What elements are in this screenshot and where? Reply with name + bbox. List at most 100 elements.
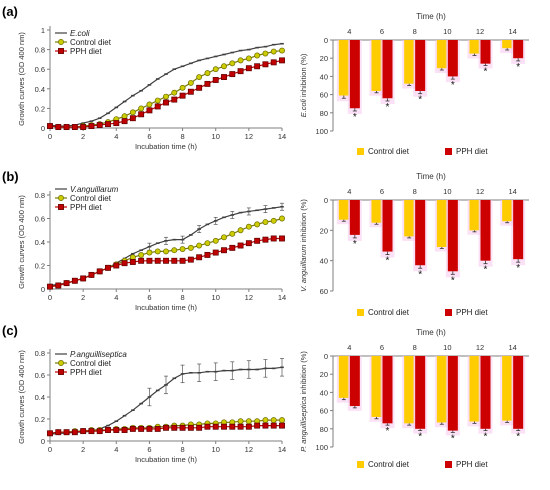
data-point [262, 50, 269, 57]
chart-title: Time (h) [416, 172, 446, 181]
x-tick-label: 14 [278, 445, 286, 454]
y-tick-label: 80 [320, 109, 328, 118]
series-1 [47, 47, 285, 130]
data-point [55, 282, 62, 289]
bar [415, 200, 426, 266]
x-tick-label: 2 [81, 293, 85, 302]
data-point [270, 417, 277, 424]
significance-marker: * [386, 256, 390, 267]
bar [371, 200, 382, 223]
bar-chart-2: Time (h) 0 20 40 60 80 100 P. anguilliseptica i… [299, 328, 529, 469]
category-label: 12 [476, 343, 484, 352]
legend: Control diet PPH diet [357, 308, 488, 317]
legend-label: PPH diet [70, 368, 102, 377]
data-point [229, 71, 236, 78]
significance-marker: * [516, 62, 520, 73]
y-tick-label: 20 [320, 54, 328, 63]
data-point [146, 249, 153, 256]
data-point [163, 93, 169, 100]
series-line [49, 49, 283, 128]
bar [513, 40, 524, 59]
x-tick-label: 2 [81, 132, 85, 141]
data-point [254, 237, 261, 244]
x-tick-label: 14 [278, 293, 286, 302]
legend-label: Control diet [70, 359, 112, 368]
series-2 [47, 422, 285, 437]
significance-marker: * [353, 112, 357, 123]
y-tick-label: 0.4 [35, 393, 45, 402]
data-point [245, 223, 252, 230]
data-point [245, 55, 252, 62]
y-tick-label: 100 [315, 443, 328, 452]
bar [371, 356, 382, 417]
legend-marker [58, 195, 64, 201]
significance-marker: * [451, 80, 455, 91]
data-point [196, 242, 203, 249]
legend-label: Control diet [70, 38, 112, 47]
data-point [262, 236, 269, 243]
data-point [80, 428, 87, 435]
data-point [179, 84, 186, 91]
y-tick-label: 80 [320, 425, 328, 434]
bar [404, 356, 415, 424]
y-tick-label: 20 [320, 370, 328, 379]
y-axis-label: Growth curves (OD 400 nm) [17, 32, 26, 126]
x-tick-label: 6 [147, 132, 151, 141]
bar [404, 200, 415, 237]
data-point [196, 254, 203, 261]
y-axis-label-organism: P. anguilliseptica [299, 397, 308, 452]
category-label: 4 [347, 187, 351, 196]
data-point [245, 65, 252, 72]
data-point [80, 275, 87, 282]
data-point [229, 230, 236, 237]
data-point [138, 105, 145, 112]
legend: Control diet PPH diet [357, 460, 488, 469]
bar [436, 200, 447, 248]
bar [415, 356, 426, 429]
data-point [71, 124, 78, 130]
bar [469, 40, 480, 54]
data-point [105, 427, 111, 433]
legend-label: Control diet [70, 194, 112, 203]
x-tick-label: 10 [212, 293, 220, 302]
data-point [96, 122, 103, 129]
data-point [245, 423, 252, 430]
bar [469, 200, 480, 231]
x-tick-label: 10 [212, 132, 220, 141]
significance-marker: * [418, 432, 422, 443]
category-label: 14 [508, 27, 516, 36]
bar [502, 356, 513, 421]
bar [502, 40, 513, 49]
data-point [88, 123, 95, 129]
bar [513, 356, 524, 429]
significance-marker: * [484, 66, 488, 77]
y-tick-label: 0 [324, 352, 328, 361]
significance-marker: * [516, 263, 520, 274]
data-point [237, 227, 244, 234]
category-label: 4 [347, 343, 351, 352]
panel-label: (c) [2, 323, 18, 338]
bar [382, 356, 393, 424]
legend-swatch [445, 148, 452, 155]
data-point [113, 262, 120, 269]
data-point [121, 260, 128, 267]
significance-marker: * [451, 433, 455, 444]
legend: Control diet PPH diet [357, 147, 488, 156]
y-tick-label: 0.2 [35, 415, 45, 424]
legend-label: PPH diet [70, 47, 102, 56]
data-point [138, 251, 145, 258]
data-point [204, 423, 211, 430]
y-axis-label-unit: inhibition (%) [299, 53, 308, 99]
bar [349, 356, 360, 407]
y-tick-label: 100 [315, 127, 328, 136]
data-point [262, 417, 269, 424]
line-chart-2: (c) 0 0.2 0.4 0.6 0.8 0 2 4 6 8 10 12 14 Incubation ti… [2, 323, 286, 464]
data-point [179, 246, 186, 252]
y-axis-label: P. anguilliseptica inhibition (%) [299, 351, 308, 452]
x-tick-label: 6 [147, 445, 151, 454]
data-point [221, 234, 227, 241]
x-tick-label: 12 [245, 293, 253, 302]
data-point [129, 109, 136, 116]
bar [371, 40, 382, 91]
